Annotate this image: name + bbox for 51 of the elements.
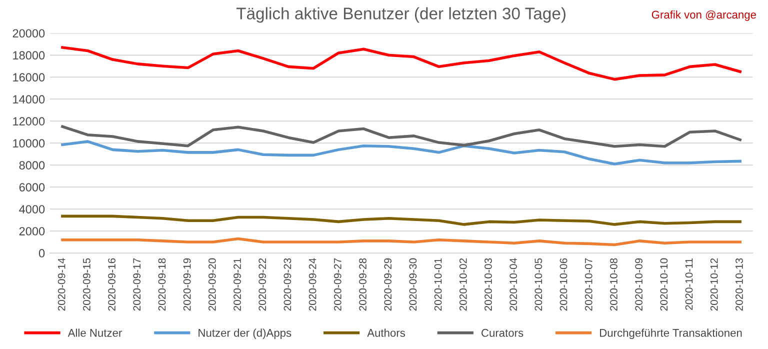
x-tick-label: 2020-09-14 xyxy=(58,258,66,311)
x-tick-label: 2020-09-24 xyxy=(308,258,316,311)
y-tick-label: 6000 xyxy=(19,183,45,192)
x-tick-label: 2020-10-06 xyxy=(560,258,568,311)
x-tick-label: 2020-10-03 xyxy=(484,258,492,311)
x-tick-label: 2020-09-30 xyxy=(409,258,417,311)
x-tick-label: 2020-09-23 xyxy=(284,258,292,311)
y-tick-label: 2000 xyxy=(19,227,45,236)
line-series xyxy=(61,214,742,226)
y-tick-label: 0 xyxy=(38,249,45,258)
x-tick-label: 2020-09-16 xyxy=(108,258,116,311)
y-tick-label: 16000 xyxy=(13,73,45,82)
x-tick-label: 2020-10-04 xyxy=(510,258,518,311)
legend-label: Nutzer der (d)Apps xyxy=(198,328,292,339)
x-tick-label: 2020-09-21 xyxy=(234,258,241,311)
x-tick-label: 2020-10-09 xyxy=(635,258,642,311)
x-tick-label: 2020-09-20 xyxy=(208,258,216,311)
legend-label: Curators xyxy=(482,328,524,337)
x-tick-label: 2020-09-29 xyxy=(384,258,392,311)
x-tick-label: 2020-10-02 xyxy=(459,258,467,311)
legend-label: Alle Nutzer xyxy=(68,328,122,337)
x-tick-label: 2020-10-08 xyxy=(610,258,618,311)
x-tick-label: 2020-10-01 xyxy=(434,258,442,311)
y-tick-label: 10000 xyxy=(13,139,45,148)
line-series xyxy=(61,237,742,246)
line-series xyxy=(61,125,742,148)
x-tick-label: 2020-09-28 xyxy=(359,258,366,311)
line-series xyxy=(61,140,742,166)
y-tick-label: 18000 xyxy=(13,51,45,60)
x-tick-label: 2020-09-18 xyxy=(158,258,166,311)
x-tick-label: 2020-10-05 xyxy=(534,258,542,311)
x-tick-label: 2020-10-13 xyxy=(736,258,743,311)
y-tick-label: 14000 xyxy=(13,95,45,104)
y-tick-label: 20000 xyxy=(12,29,45,38)
x-tick-label: 2020-10-11 xyxy=(685,258,693,310)
x-tick-label: 2020-09-19 xyxy=(183,258,191,311)
x-tick-label: 2020-09-22 xyxy=(258,258,266,311)
x-tick-label: 2020-10-10 xyxy=(660,258,668,311)
line-series xyxy=(61,46,742,81)
y-tick-label: 12000 xyxy=(13,117,45,126)
x-tick-label: 2020-09-27 xyxy=(334,258,342,311)
text: Grafik von @arcange xyxy=(652,10,756,21)
y-tick-label: 8000 xyxy=(19,161,45,170)
x-tick-label: 2020-10-07 xyxy=(584,258,592,311)
x-tick-label: 2020-09-15 xyxy=(82,258,90,311)
x-tick-label: 2020-10-12 xyxy=(710,258,718,311)
x-tick-label: 2020-09-17 xyxy=(133,258,141,311)
legend-label: Durchgeführte Transaktionen xyxy=(600,328,742,339)
chart-title: Täglich aktive Benutzer (der letzten 30 Tage) xyxy=(236,7,566,23)
y-tick-label: 4000 xyxy=(19,205,45,214)
legend-label: Authors xyxy=(367,328,406,337)
